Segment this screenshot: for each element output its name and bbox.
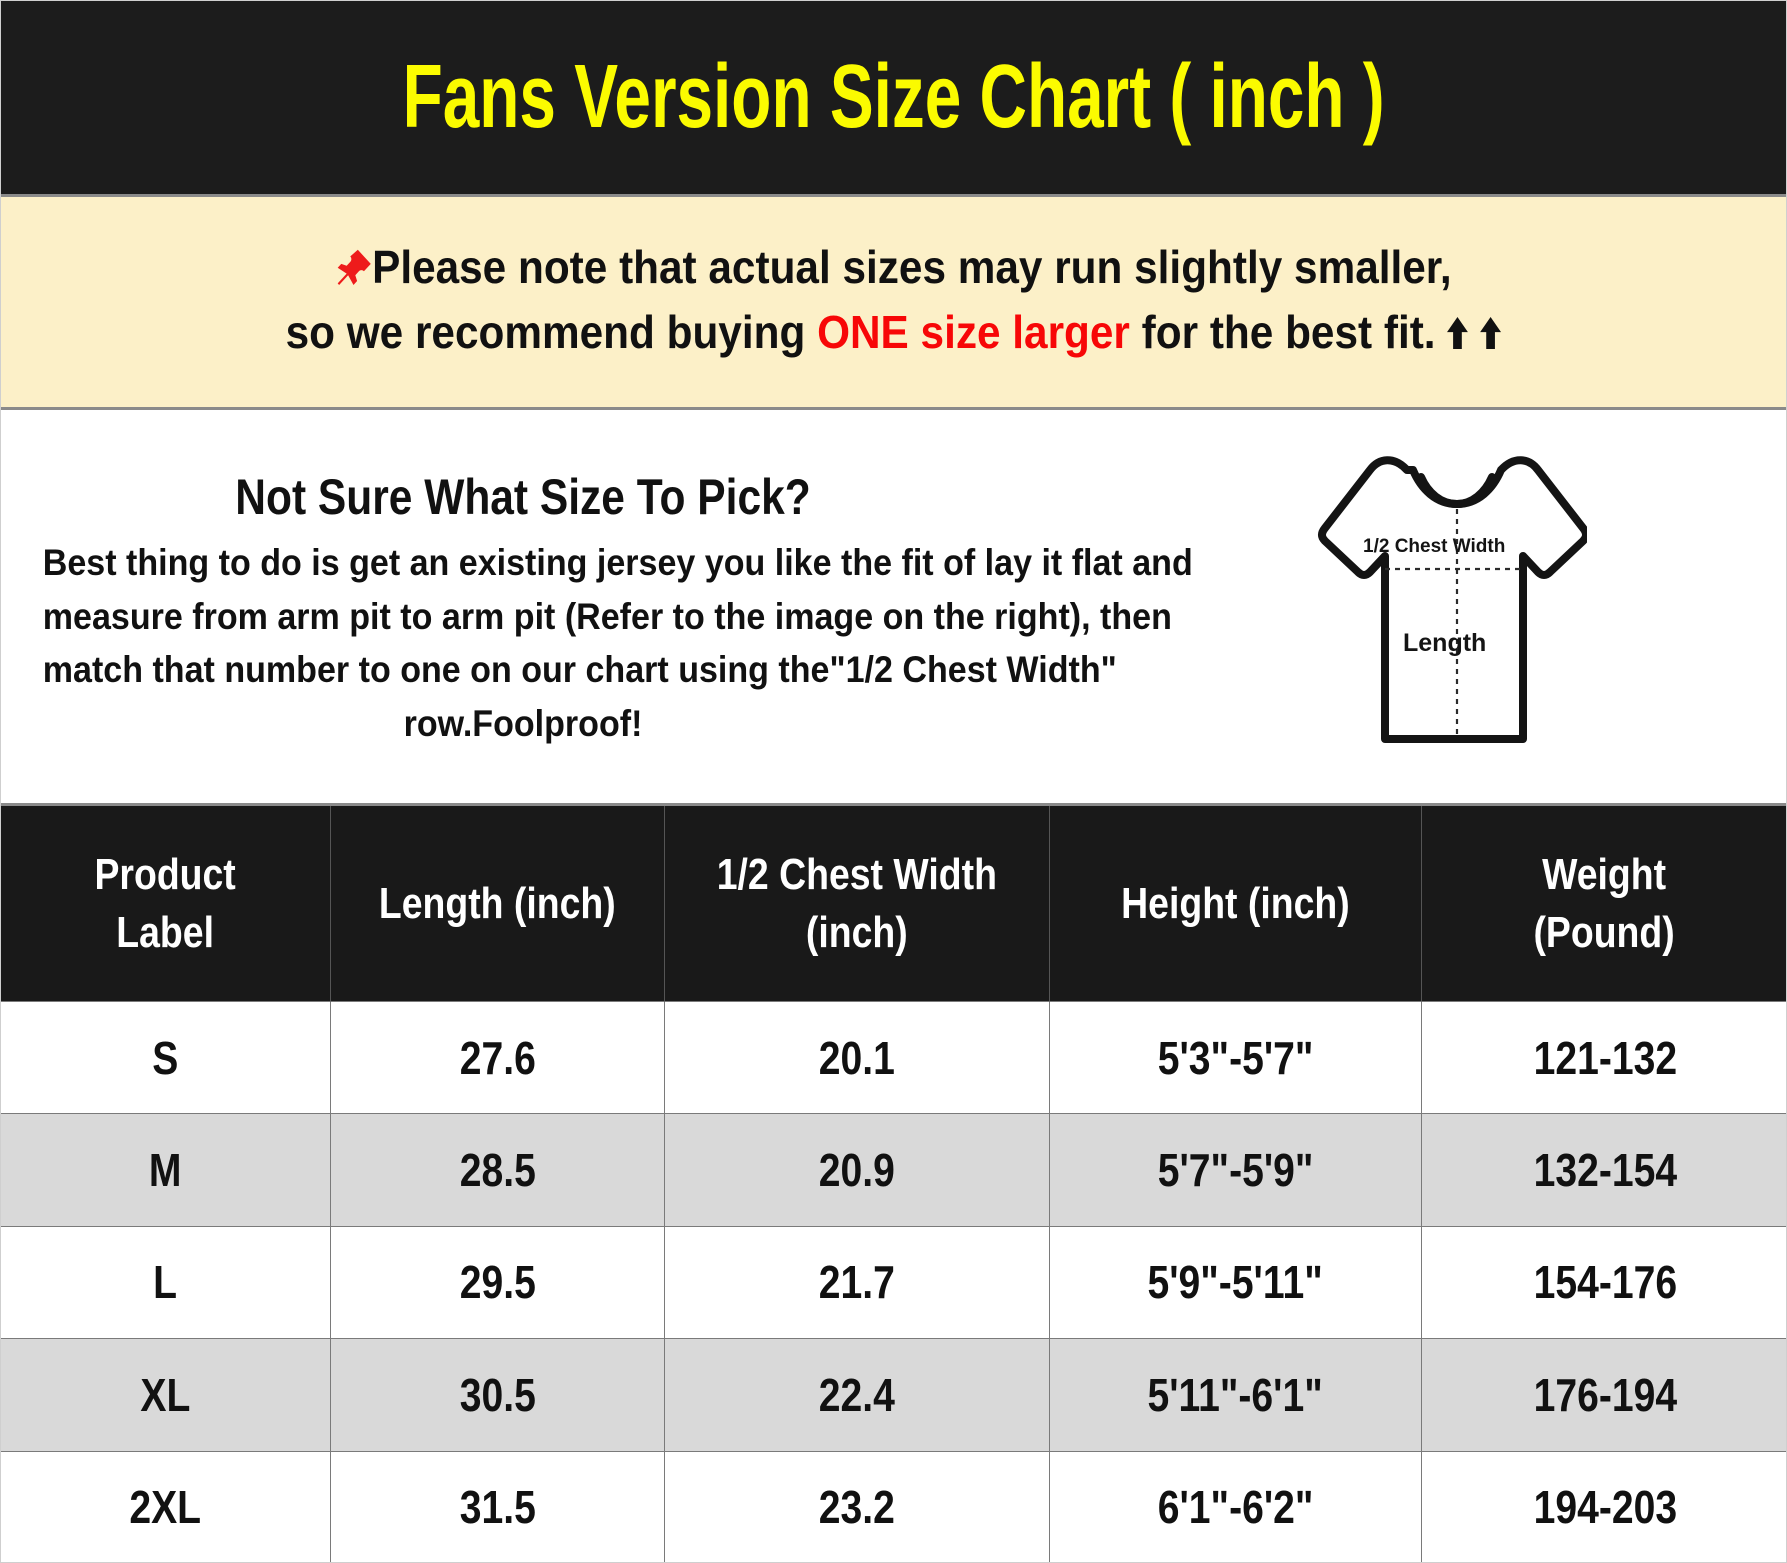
svg-text:Length: Length [1403, 629, 1486, 657]
svg-text:1/2 Chest Width: 1/2 Chest Width [1363, 536, 1505, 557]
